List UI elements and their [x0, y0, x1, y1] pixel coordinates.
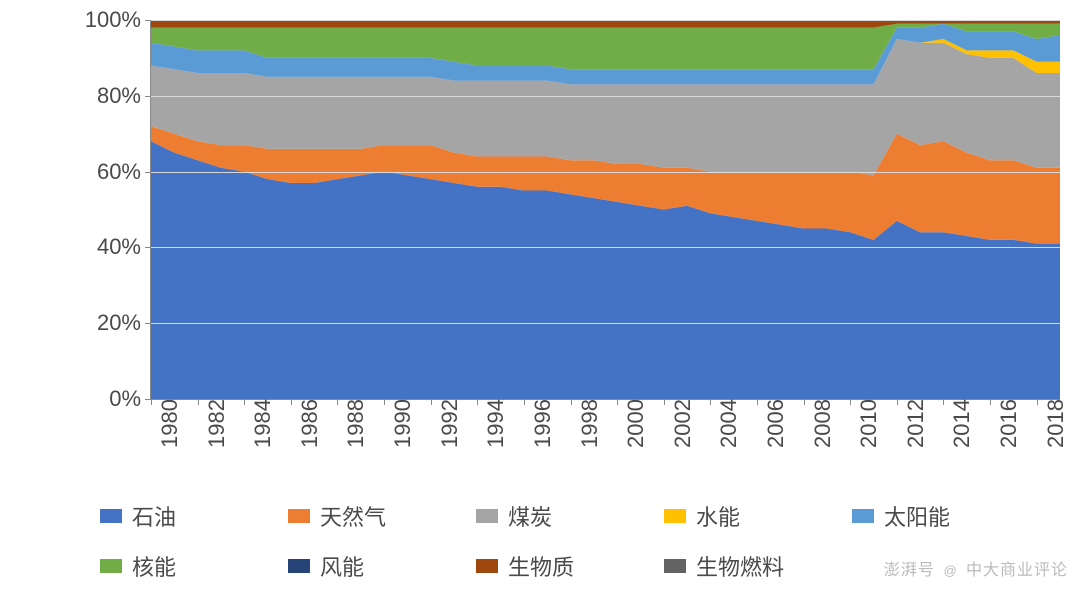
gridline: [151, 20, 1060, 21]
xtick-mark: [198, 399, 199, 405]
ytick-label: 20%: [97, 310, 151, 336]
xtick-mark: [291, 399, 292, 405]
chart-legend: 石油 天然气 煤炭 水能 太阳能核能 风能 生物质 生物燃料: [100, 500, 1040, 600]
xtick-label: 1996: [524, 399, 556, 448]
legend-swatch: [664, 509, 686, 523]
legend-item-hydro: 水能: [664, 500, 852, 532]
legend-swatch: [476, 509, 498, 523]
xtick-mark: [477, 399, 478, 405]
xtick-label: 1990: [384, 399, 416, 448]
xtick-label: 1984: [244, 399, 276, 448]
ytick-label: 40%: [97, 234, 151, 260]
area-svg: [151, 20, 1060, 399]
xtick-mark: [710, 399, 711, 405]
legend-swatch: [288, 559, 310, 573]
xtick-mark: [943, 399, 944, 405]
legend-label: 煤炭: [508, 500, 552, 532]
xtick-label: 2010: [850, 399, 882, 448]
xtick-mark: [524, 399, 525, 405]
ytick-mark: [145, 323, 151, 324]
legend-item-gas: 天然气: [288, 500, 476, 532]
legend-swatch: [476, 559, 498, 573]
legend-swatch: [852, 509, 874, 523]
xtick-mark: [804, 399, 805, 405]
legend-swatch: [100, 559, 122, 573]
legend-label: 石油: [132, 500, 176, 532]
xtick-mark: [850, 399, 851, 405]
xtick-label: 1994: [477, 399, 509, 448]
xtick-mark: [431, 399, 432, 405]
xtick-label: 2008: [804, 399, 836, 448]
legend-item-biofuel: 生物燃料: [664, 550, 852, 582]
xtick-label: 1982: [198, 399, 230, 448]
xtick-mark: [757, 399, 758, 405]
xtick-label: 2014: [943, 399, 975, 448]
xtick-mark: [244, 399, 245, 405]
ytick-mark: [145, 20, 151, 21]
xtick-mark: [384, 399, 385, 405]
ytick-label: 60%: [97, 159, 151, 185]
legend-item-biomass: 生物质: [476, 550, 664, 582]
xtick-mark: [897, 399, 898, 405]
corner-watermark-right: 中大商业评论: [966, 562, 1068, 579]
legend-item-nuclear: 核能: [100, 550, 288, 582]
legend-swatch: [664, 559, 686, 573]
xtick-mark: [990, 399, 991, 405]
xtick-label: 2002: [664, 399, 696, 448]
legend-label: 天然气: [320, 500, 386, 532]
xtick-label: 2004: [710, 399, 742, 448]
legend-swatch: [288, 509, 310, 523]
legend-swatch: [100, 509, 122, 523]
legend-label: 太阳能: [884, 500, 950, 532]
ytick-label: 80%: [97, 83, 151, 109]
legend-item-coal: 煤炭: [476, 500, 664, 532]
xtick-label: 1992: [431, 399, 463, 448]
xtick-mark: [664, 399, 665, 405]
gridline: [151, 323, 1060, 324]
xtick-label: 1988: [337, 399, 369, 448]
xtick-mark: [571, 399, 572, 405]
xtick-mark: [337, 399, 338, 405]
legend-label: 生物燃料: [696, 550, 784, 582]
xtick-mark: [151, 399, 152, 405]
legend-item-solar: 太阳能: [852, 500, 1040, 532]
xtick-label: 1986: [291, 399, 323, 448]
xtick-label: 1980: [151, 399, 183, 448]
stacked-area-chart: 0%20%40%60%80%100%1980198219841986198819…: [60, 20, 1070, 480]
xtick-label: 2012: [897, 399, 929, 448]
xtick-label: 2000: [617, 399, 649, 448]
xtick-mark: [617, 399, 618, 405]
gridline: [151, 96, 1060, 97]
xtick-mark: [1037, 399, 1038, 405]
at-symbol: @: [943, 563, 957, 578]
xtick-label: 1998: [571, 399, 603, 448]
legend-label: 风能: [320, 550, 364, 582]
xtick-label: 2016: [990, 399, 1022, 448]
gridline: [151, 247, 1060, 248]
ytick-mark: [145, 247, 151, 248]
legend-label: 核能: [132, 550, 176, 582]
legend-label: 生物质: [508, 550, 574, 582]
xtick-label: 2018: [1037, 399, 1069, 448]
corner-watermark: 澎湃号 @ 中大商业评论: [884, 556, 1068, 580]
legend-label: 水能: [696, 500, 740, 532]
ytick-label: 100%: [85, 7, 151, 33]
legend-item-wind: 风能: [288, 550, 476, 582]
legend-item-oil: 石油: [100, 500, 288, 532]
gridline: [151, 172, 1060, 173]
xtick-label: 2006: [757, 399, 789, 448]
plot-area: 0%20%40%60%80%100%1980198219841986198819…: [150, 20, 1060, 400]
ytick-mark: [145, 172, 151, 173]
ytick-mark: [145, 96, 151, 97]
corner-watermark-left: 澎湃号: [884, 562, 935, 579]
